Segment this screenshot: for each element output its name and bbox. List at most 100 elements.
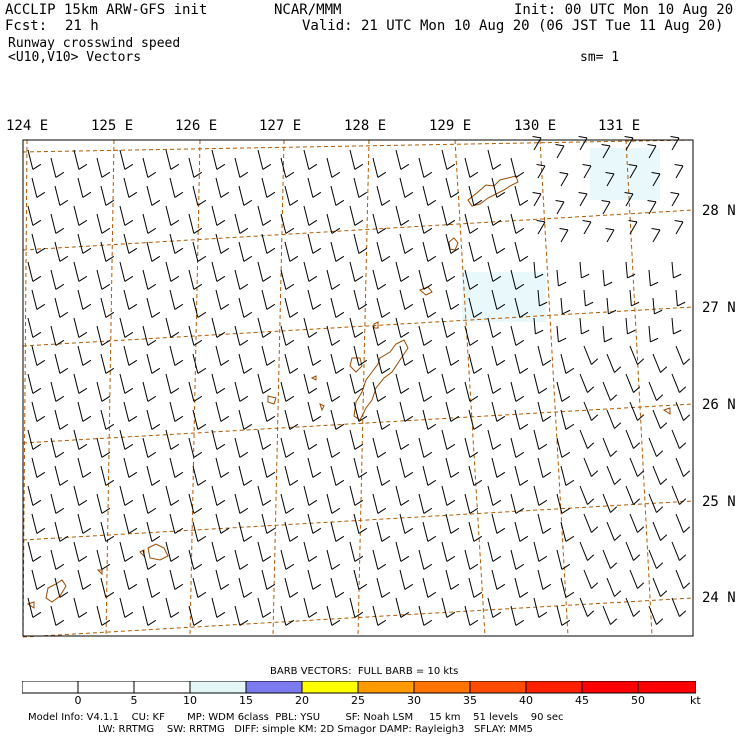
wind-barb (31, 345, 46, 366)
coastline (662, 407, 671, 415)
wind-barb (142, 605, 157, 626)
longitude-line (189, 139, 201, 637)
colorbar-bin (133, 681, 191, 694)
wind-barb (422, 577, 437, 598)
wind-barb (514, 409, 529, 430)
wind-barb (372, 605, 387, 626)
wind-barb (215, 177, 230, 198)
coastline (26, 601, 35, 609)
lat-label: 24 N (702, 590, 736, 606)
wind-barb (211, 429, 226, 450)
wind-barb (445, 177, 460, 198)
latitude-line (22, 209, 694, 251)
wind-barb (123, 289, 138, 310)
wind-barb (142, 493, 157, 514)
wind-barb (303, 541, 318, 562)
model-info-line1: Model Info: V4.1.1 CU: KF MP: WDM 6class… (28, 712, 564, 723)
wind-barb (77, 233, 92, 254)
wind-barb (96, 325, 111, 346)
wind-barb (119, 485, 134, 506)
wind-barb (211, 205, 226, 226)
wind-barb (537, 345, 552, 366)
wind-barb (96, 381, 111, 402)
wind-barb (353, 289, 368, 310)
wind-barb (399, 513, 414, 534)
wind-barb (537, 401, 552, 422)
wind-barb (188, 269, 203, 290)
wind-barb (560, 409, 575, 430)
valid-time: Valid: 21 UTC Mon 10 Aug 20 (06 JST Tue … (302, 18, 724, 34)
wind-barb (192, 241, 207, 262)
wind-barb (602, 493, 618, 513)
wind-barb (582, 219, 592, 235)
wind-barb (307, 569, 322, 590)
wind-barb (514, 297, 529, 318)
wind-barb (510, 381, 525, 402)
wind-barb (372, 213, 387, 234)
wind-barb (77, 401, 92, 422)
wind-barb (606, 465, 622, 485)
wind-barb (119, 373, 134, 394)
colorbar-tick-label: 35 (463, 694, 477, 707)
wind-barb (648, 437, 664, 457)
wind-barb (648, 493, 664, 513)
wind-barb (651, 171, 661, 187)
field-title: Runway crosswind speed (8, 36, 181, 51)
wind-barb (215, 457, 230, 478)
wind-barb (280, 381, 295, 402)
wind-barb (353, 457, 368, 478)
wind-barb (192, 577, 207, 598)
shaded-cell (462, 272, 546, 322)
wind-barb (652, 297, 663, 315)
colorbar-unit: kt (690, 694, 701, 707)
wind-barb (510, 213, 525, 234)
wind-barb (418, 269, 433, 290)
wind-barb (188, 437, 203, 458)
wind-barb (123, 401, 138, 422)
wind-barb (372, 493, 387, 514)
wind-barb (27, 261, 42, 282)
wind-barb (422, 409, 437, 430)
lon-label: 129 E (429, 118, 472, 134)
wind-barb (307, 177, 322, 198)
wind-barb (629, 457, 645, 477)
wind-barb (399, 401, 414, 422)
wind-barb (671, 317, 682, 335)
wind-barb (353, 345, 368, 366)
wind-barb (606, 577, 622, 597)
wind-barb (652, 465, 668, 485)
wind-barb (142, 325, 157, 346)
wind-barb (583, 513, 599, 533)
wind-barb (303, 373, 318, 394)
wind-barb (647, 143, 657, 159)
wind-barb (487, 373, 502, 394)
wind-barb (601, 143, 611, 159)
wind-barb (533, 317, 544, 335)
wind-barb (536, 219, 546, 235)
wind-barb (165, 205, 180, 226)
wind-barb (418, 381, 433, 402)
shaded-cell (590, 148, 660, 200)
wind-barb (257, 541, 272, 562)
wind-barb (257, 485, 272, 506)
colorbar-bin (22, 681, 79, 694)
wind-barb (441, 261, 456, 282)
wind-barb (123, 233, 138, 254)
map-panel (22, 135, 694, 638)
coastline (373, 321, 379, 329)
coastline (45, 579, 67, 603)
wind-barb (628, 219, 638, 235)
wind-barb (537, 513, 552, 534)
wind-barb (625, 597, 641, 617)
wind-barb (123, 177, 138, 198)
wind-barb (27, 149, 42, 170)
wind-barb (349, 485, 364, 506)
wind-barb (169, 401, 184, 422)
wind-barb (582, 163, 592, 179)
wind-barb (261, 289, 276, 310)
wind-barb (280, 213, 295, 234)
wind-barb (77, 457, 92, 478)
wind-barb (238, 465, 253, 486)
wind-barb (31, 569, 46, 590)
wind-barb (165, 261, 180, 282)
